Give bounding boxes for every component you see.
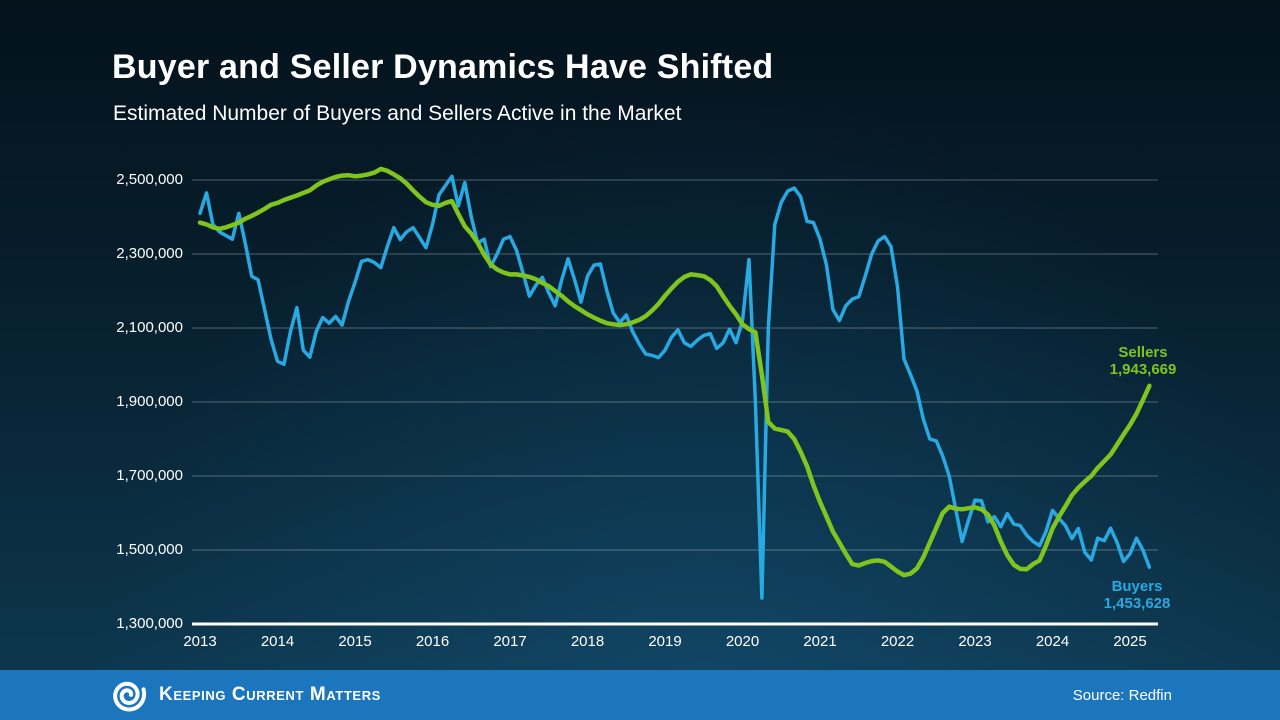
x-tick-label: 2014 (260, 633, 295, 650)
x-tick-label: 2019 (648, 633, 682, 650)
x-tick-label: 2024 (1035, 633, 1070, 650)
buyers-line (198, 174, 1152, 600)
sellers-end-label: Sellers (1118, 344, 1168, 361)
x-tick-label: 2018 (570, 633, 605, 650)
page-title: Buyer and Seller Dynamics Have Shifted (112, 48, 774, 86)
brand-lockup: Keeping Current Matters (108, 675, 381, 715)
x-tick-label: 2023 (958, 633, 992, 650)
sellers-line (197, 166, 1152, 578)
sellers-end-annotation: Sellers 1,943,669 (1078, 344, 1208, 378)
y-tick-label: 2,300,000 (116, 245, 183, 262)
swirl-spiral (113, 681, 147, 712)
x-tick-label: 2017 (493, 633, 527, 650)
y-tick-label: 1,300,000 (116, 615, 183, 632)
y-tick-label: 2,100,000 (116, 319, 183, 336)
buyers-end-value: 1,453,628 (1103, 595, 1171, 612)
x-tick-label: 2022 (880, 633, 915, 650)
footer-bar: Keeping Current Matters Source: Redfin (0, 670, 1280, 720)
x-tick-label: 2021 (803, 633, 837, 650)
y-tick-label: 1,500,000 (116, 541, 183, 558)
x-tick-label: 2013 (183, 633, 217, 650)
brand-name: Keeping Current Matters (159, 684, 381, 705)
x-tick-label: 2016 (415, 633, 450, 650)
y-tick-label: 2,500,000 (116, 171, 183, 188)
sellers-end-value: 1,943,669 (1109, 361, 1177, 378)
x-tick-label: 2025 (1113, 633, 1147, 650)
page-subtitle: Estimated Number of Buyers and Sellers A… (113, 102, 682, 125)
y-tick-label: 1,700,000 (116, 467, 183, 484)
source-text: Source: Redfin (1072, 686, 1172, 704)
kcm-swirl-logo-icon (113, 681, 147, 712)
buyers-end-label: Buyers (1111, 578, 1163, 595)
x-tick-label: 2020 (725, 633, 760, 650)
x-tick-label: 2015 (338, 633, 372, 650)
buyers-end-annotation: Buyers 1,453,628 (1072, 578, 1202, 612)
y-tick-label: 1,900,000 (116, 393, 183, 410)
